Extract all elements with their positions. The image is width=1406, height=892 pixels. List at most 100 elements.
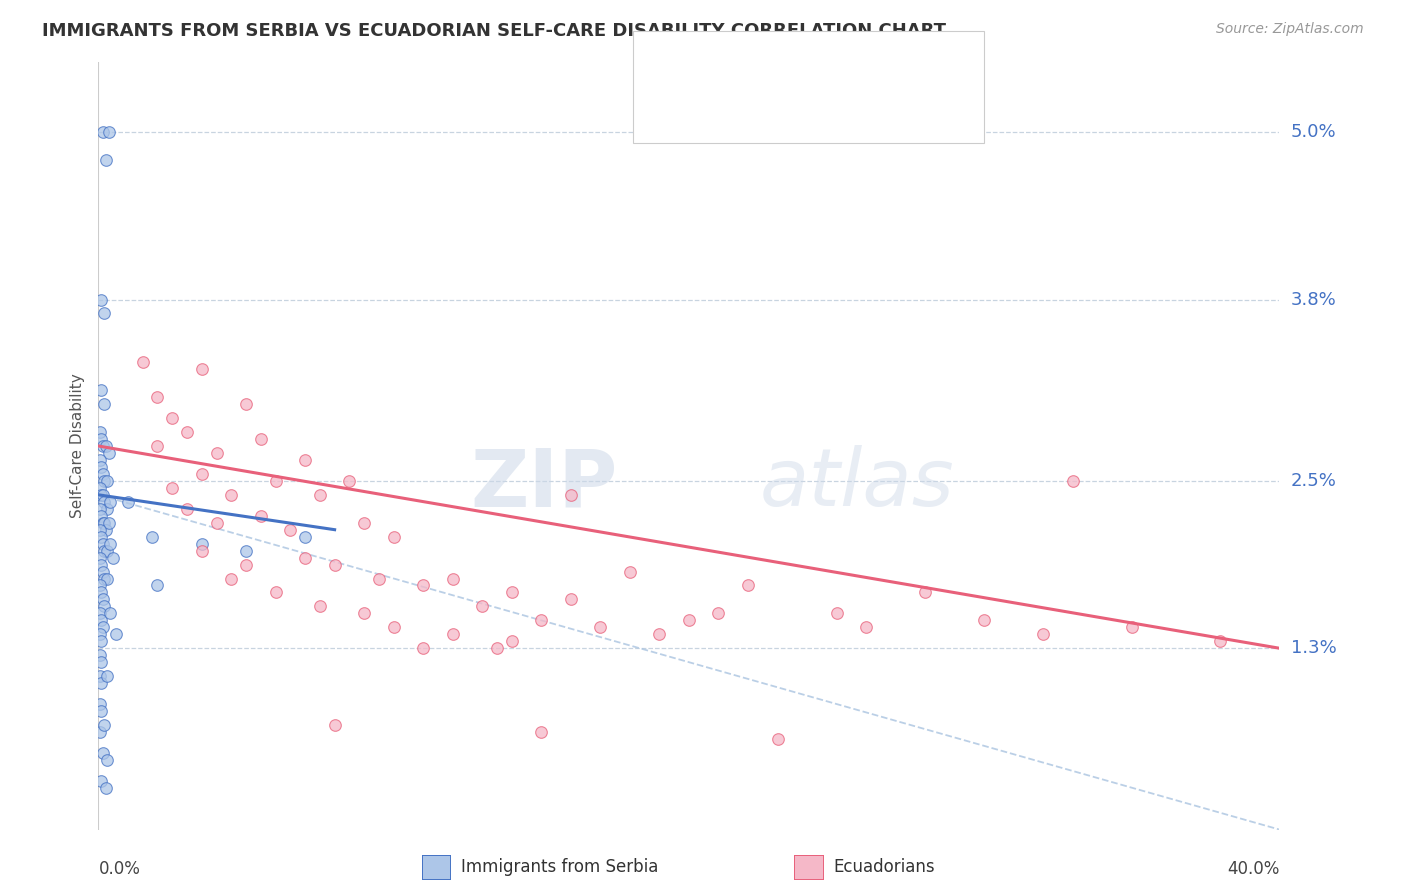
- Point: [530, 613, 553, 627]
- Text: 3.8%: 3.8%: [1291, 291, 1336, 309]
- Point: [89, 697, 111, 711]
- Point: [90, 558, 112, 572]
- Text: 2.5%: 2.5%: [1291, 472, 1337, 490]
- Point: [89, 725, 111, 739]
- Point: [191, 536, 214, 550]
- Point: [323, 718, 346, 732]
- Point: [97, 516, 120, 530]
- Point: [162, 411, 183, 425]
- Point: [90, 773, 112, 788]
- Point: [280, 523, 302, 537]
- Point: [412, 578, 434, 592]
- Point: [176, 425, 198, 439]
- Point: [91, 536, 114, 550]
- Point: [235, 558, 257, 572]
- Point: [294, 530, 316, 544]
- Point: [96, 669, 118, 683]
- Point: [94, 523, 117, 537]
- Point: [90, 488, 112, 502]
- Point: [89, 578, 111, 592]
- Point: [648, 627, 671, 641]
- Point: [221, 488, 243, 502]
- Point: [90, 459, 112, 474]
- Point: [382, 530, 405, 544]
- Point: [89, 523, 111, 537]
- Point: [91, 125, 114, 139]
- Point: [191, 362, 214, 376]
- Point: [264, 474, 287, 488]
- Point: [486, 641, 509, 656]
- Point: [235, 397, 257, 411]
- Point: [91, 467, 114, 481]
- Point: [93, 599, 115, 614]
- Point: [98, 495, 121, 509]
- Point: [91, 592, 114, 607]
- Text: R = -0.421    N = 59: R = -0.421 N = 59: [703, 103, 886, 122]
- Text: atlas: atlas: [759, 445, 955, 524]
- Point: [501, 585, 523, 599]
- Point: [90, 432, 112, 446]
- Text: 0.0%: 0.0%: [98, 860, 141, 878]
- Point: [1032, 627, 1054, 641]
- Point: [766, 731, 789, 746]
- Text: 1.3%: 1.3%: [1291, 640, 1336, 657]
- Point: [90, 293, 112, 307]
- Point: [368, 572, 391, 586]
- Point: [103, 550, 125, 565]
- Point: [90, 530, 112, 544]
- Point: [96, 501, 118, 516]
- Point: [678, 613, 700, 627]
- Point: [98, 536, 121, 550]
- Point: [309, 488, 332, 502]
- Point: [471, 599, 494, 614]
- Point: [89, 550, 111, 565]
- Point: [91, 488, 114, 502]
- Point: [93, 397, 115, 411]
- Point: [89, 425, 111, 439]
- Point: [619, 565, 641, 579]
- Point: [146, 578, 169, 592]
- Point: [264, 585, 287, 599]
- Text: ZIP: ZIP: [471, 445, 619, 524]
- Point: [89, 481, 111, 495]
- Point: [132, 355, 155, 369]
- Text: 40.0%: 40.0%: [1227, 860, 1279, 878]
- Point: [191, 543, 214, 558]
- Point: [146, 439, 169, 453]
- Point: [221, 572, 243, 586]
- Point: [737, 578, 759, 592]
- Point: [560, 488, 582, 502]
- Point: [96, 474, 118, 488]
- Point: [205, 446, 228, 460]
- Point: [353, 607, 375, 621]
- Point: [89, 501, 111, 516]
- Point: [93, 306, 115, 320]
- Point: [294, 453, 316, 467]
- Point: [90, 634, 112, 648]
- Point: [1209, 634, 1232, 648]
- Point: [162, 481, 183, 495]
- Point: [96, 572, 118, 586]
- Point: [90, 704, 112, 718]
- Point: [441, 627, 464, 641]
- Point: [93, 495, 115, 509]
- Point: [89, 453, 111, 467]
- Point: [89, 627, 111, 641]
- Point: [93, 572, 115, 586]
- Point: [441, 572, 464, 586]
- Point: [98, 607, 121, 621]
- Point: [146, 390, 169, 404]
- Point: [1062, 474, 1084, 488]
- Point: [323, 558, 346, 572]
- Point: [89, 648, 111, 663]
- Point: [91, 439, 114, 453]
- Point: [89, 607, 111, 621]
- Text: 5.0%: 5.0%: [1291, 123, 1336, 141]
- Point: [90, 613, 112, 627]
- Point: [589, 620, 612, 634]
- Text: Source: ZipAtlas.com: Source: ZipAtlas.com: [1216, 22, 1364, 37]
- Point: [191, 467, 214, 481]
- Point: [353, 516, 375, 530]
- Point: [412, 641, 434, 656]
- Text: Immigrants from Serbia: Immigrants from Serbia: [461, 858, 658, 876]
